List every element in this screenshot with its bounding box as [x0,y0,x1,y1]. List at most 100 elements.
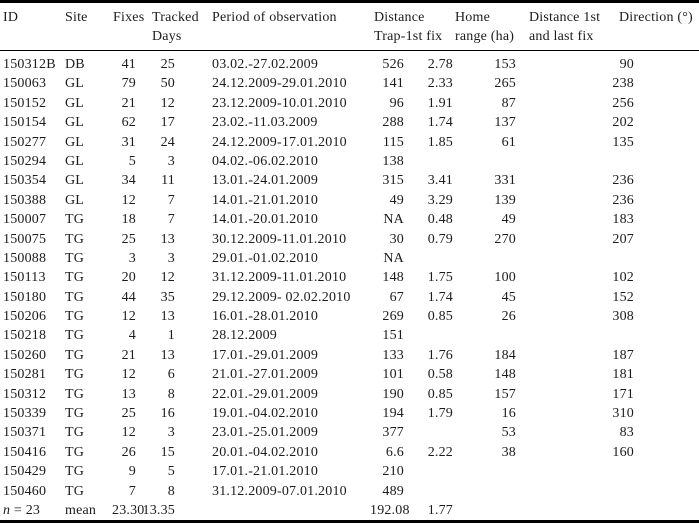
cell-days: 3 [167,153,175,169]
cell-days: 3 [167,425,175,441]
cell-dist_first_last: 61 [501,134,516,150]
cell-home_range: 1.85 [427,134,453,150]
cell-home_range: 1.75 [427,270,453,286]
cell-fixes: 9 [128,464,136,480]
cell-fixes: 7 [128,483,136,499]
column-header-fixes: Fixes [113,10,145,25]
cell-days: 17 [160,115,175,131]
cell-period: 16.01.-28.01.2010 [212,309,319,325]
cell-dist_trap: 269 [382,309,404,325]
column-header-home_range: Home range (ha) [455,10,515,44]
cell-direction: 238 [612,76,634,92]
cell-days: 11 [161,173,175,189]
cell-period: 23.12.2009-10.01.2010 [212,95,347,111]
cell-direction [520,482,640,501]
cell-id: 150007 [3,212,47,228]
cell-dist_trap: 192.08 [370,502,410,518]
cell-site: TG [65,328,85,344]
table-body: 150312B DB 41 25 03.02.-27.02.2009 526 2.78 153… [0,51,699,520]
cell-dist_first_last [460,501,520,520]
cell-fixes: 3 [128,250,136,266]
cell-dist_first_last: 87 [501,95,516,111]
cell-period: 31.12.2009-11.01.2010 [212,270,347,286]
cell-days: 50 [160,76,175,92]
cell-site: GL [65,134,85,150]
n-count: = 23 [10,502,41,518]
cell-site: TG [65,250,85,266]
cell-home_range: 3.41 [427,173,453,189]
table-row: 150281 TG 12 6 21.01.-27.01.2009 101 0.58 148 18… [0,365,699,384]
cell-home_range: 0.79 [427,231,453,247]
cell-direction [520,501,640,520]
column-header-period: Period of observation [212,10,337,25]
cell-dist_first_last [460,482,520,501]
cell-dist_first_last: 148 [494,367,516,383]
cell-direction: 308 [612,309,634,325]
cell-period: 22.01.-29.01.2009 [212,386,319,402]
cell-dist_trap: 30 [389,231,404,247]
cell-id: 150388 [3,192,47,208]
cell-period: 29.12.2009- 02.02.2010 [212,289,351,305]
cell-period: 13.01.-24.01.2009 [212,173,319,189]
cell-id: 150113 [3,270,46,286]
cell-home_range [418,249,460,268]
cell-dist_first_last [460,249,520,268]
cell-days: 1 [167,328,175,344]
cell-dist_first_last: 38 [501,444,516,460]
cell-period: 17.01.-21.01.2010 [212,464,319,480]
cell-dist_trap: 526 [382,57,404,72]
cell-days: 13 [160,231,175,247]
cell-dist_trap: 315 [382,173,404,189]
cell-dist_first_last [460,152,520,171]
cell-dist_first_last: 184 [494,347,516,363]
cell-site: GL [65,173,85,189]
cell-days: 15 [160,444,175,460]
cell-period: 23.01.-25.01.2009 [212,425,319,441]
cell-dist_trap: 151 [382,328,404,344]
column-header-dist_trap: Distance Trap-1st fix [374,10,443,44]
cell-dist_trap: 194 [382,406,404,422]
cell-dist_trap: 133 [382,347,404,363]
cell-dist_trap: 148 [382,270,404,286]
cell-days: 5 [167,464,175,480]
cell-period: 14.01.-21.01.2010 [212,192,319,208]
cell-days: 25 [160,57,175,72]
cell-fixes: 26 [121,444,136,460]
cell-period: 29.01.-01.02.2010 [212,250,319,266]
cell-days: 13 [160,309,175,325]
cell-site: GL [65,95,85,111]
cell-direction: 207 [612,231,634,247]
cell-period: 20.01.-04.02.2010 [212,444,319,460]
cell-dist_trap: 190 [382,386,404,402]
cell-site: TG [65,464,85,480]
cell-site: DB [65,57,85,72]
cell-id: 150088 [3,250,47,266]
cell-home_range: 1.74 [427,115,453,131]
column-header-id: ID [3,10,19,25]
cell-dist_trap: 67 [389,289,404,305]
cell-direction: 90 [619,57,634,72]
cell-home_range: 0.58 [427,367,453,383]
cell-dist_trap: 49 [389,192,404,208]
cell-site: TG [65,347,85,363]
bottom-rule [0,520,699,524]
cell-id: 150180 [3,289,47,305]
cell-dist_trap: 6.6 [385,444,404,460]
cell-direction: 160 [612,444,634,460]
cell-fixes: 12 [121,425,136,441]
cell-fixes: 12 [121,367,136,383]
cell-home_range: 0.85 [427,386,453,402]
cell-direction [520,326,640,345]
cell-fixes: 12 [121,309,136,325]
cell-site: TG [65,386,85,402]
column-header-direction: Direction (°) [619,10,693,25]
table-row: 150371 TG 12 3 23.01.-25.01.2009 377 53 83 [0,423,699,442]
cell-dist_first_last: 16 [501,406,516,422]
cell-direction: 83 [619,425,634,441]
cell-direction [520,152,640,171]
cell-site: GL [65,115,85,131]
cell-site: GL [65,192,85,208]
cell-id: 150218 [3,328,47,344]
cell-site: TG [65,309,85,325]
